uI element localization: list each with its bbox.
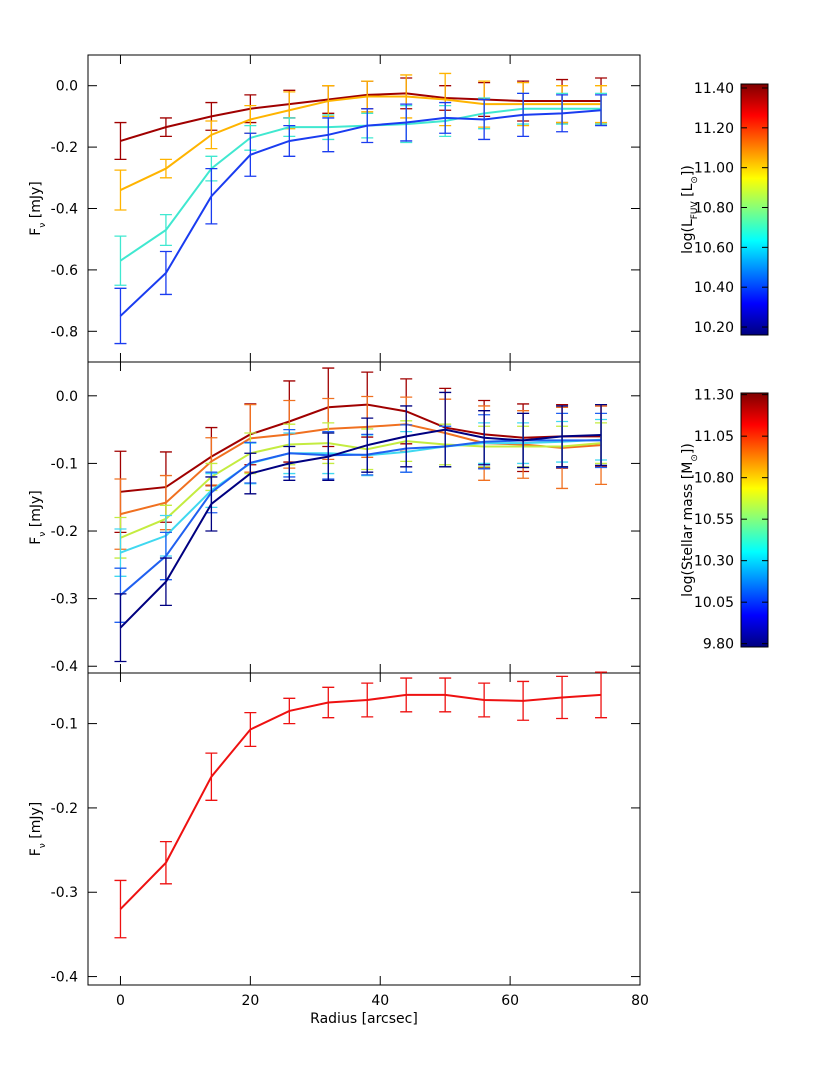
- colorbar-tick-label: 10.05: [694, 595, 734, 611]
- y-tick-label: -0.8: [51, 324, 78, 340]
- x-tick-label: 0: [116, 993, 125, 1009]
- y-tick-label: -0.2: [51, 140, 78, 156]
- y-tick-label: -0.2: [51, 801, 78, 817]
- label-subscript: ν: [38, 843, 48, 848]
- y-axis-label: Fν [mJy]: [28, 802, 48, 857]
- colorbar-label: log(LFUV [L⊙]): [680, 165, 700, 254]
- colorbar-tick-label: 11.30: [694, 388, 734, 404]
- data-line: [119, 693, 602, 910]
- label-subscript: ν: [38, 223, 48, 228]
- plot-frame: [87, 361, 641, 674]
- x-axis-label: Radius [arcsec]: [310, 1011, 418, 1027]
- label-part: F: [28, 537, 44, 545]
- y-axis-label: Fν [mJy]: [28, 181, 48, 236]
- plot-frame: [87, 672, 641, 986]
- data-line: [119, 109, 602, 317]
- y-tick-label: -0.3: [51, 592, 78, 608]
- colorbar-tick-label: 9.80: [703, 637, 734, 653]
- label-part: ]): [680, 165, 696, 176]
- colorbar: [740, 83, 769, 336]
- x-tick-label: 20: [241, 993, 259, 1009]
- colorbar-label: log(Stellar mass [M⊙]): [680, 443, 700, 597]
- data-line: [119, 107, 602, 262]
- colorbar-tick-label: 10.80: [694, 471, 734, 487]
- colorbar-tick-label: 11.40: [694, 81, 734, 97]
- y-tick-label: -0.4: [51, 659, 78, 675]
- colorbar-tick-label: 11.00: [694, 161, 734, 177]
- y-tick-label: -0.3: [51, 885, 78, 901]
- colorbar-tick-label: 10.55: [694, 512, 734, 528]
- y-tick-label: -0.2: [51, 524, 78, 540]
- y-tick-label: -0.4: [51, 202, 78, 218]
- y-tick-label: -0.1: [51, 717, 78, 733]
- x-tick-label: 80: [631, 993, 649, 1009]
- colorbar-tick-label: 10.60: [694, 240, 734, 256]
- colorbar-tick-label: 11.20: [694, 121, 734, 137]
- label-subscript: ⊙: [690, 454, 700, 462]
- label-subscript: ⊙: [690, 176, 700, 184]
- x-tick-label: 40: [371, 993, 389, 1009]
- y-tick-label: -0.1: [51, 456, 78, 472]
- data-line: [120, 95, 602, 191]
- y-tick-label: -0.6: [51, 263, 78, 279]
- label-part: [L: [680, 183, 696, 201]
- colorbar-tick-label: 11.05: [694, 429, 734, 445]
- x-tick-label: 60: [501, 993, 519, 1009]
- error-bar: [114, 879, 127, 939]
- y-tick-label: 0.0: [56, 79, 78, 95]
- colorbar-tick-label: 10.30: [694, 554, 734, 570]
- label-part: F: [28, 228, 44, 236]
- colorbar-tick-label: 10.40: [694, 280, 734, 296]
- label-part: [mJy]: [28, 802, 44, 843]
- y-axis-label: Fν [mJy]: [28, 490, 48, 545]
- label-subscript: ν: [38, 532, 48, 537]
- label-part: F: [28, 848, 44, 856]
- data-line: [119, 428, 602, 629]
- label-part: [mJy]: [28, 490, 44, 531]
- y-tick-label: -0.4: [51, 970, 78, 986]
- label-part: log(Stellar mass [M: [680, 462, 696, 597]
- colorbar-tick-label: 10.80: [694, 201, 734, 217]
- label-part: log(L: [680, 219, 696, 254]
- label-part: [mJy]: [28, 181, 44, 222]
- label-part: ]): [680, 443, 696, 454]
- y-tick-label: 0.0: [56, 389, 78, 405]
- colorbar: [740, 392, 769, 648]
- colorbar-tick-label: 10.20: [694, 320, 734, 336]
- label-subscript: FUV: [690, 200, 700, 219]
- data-line: [120, 92, 602, 142]
